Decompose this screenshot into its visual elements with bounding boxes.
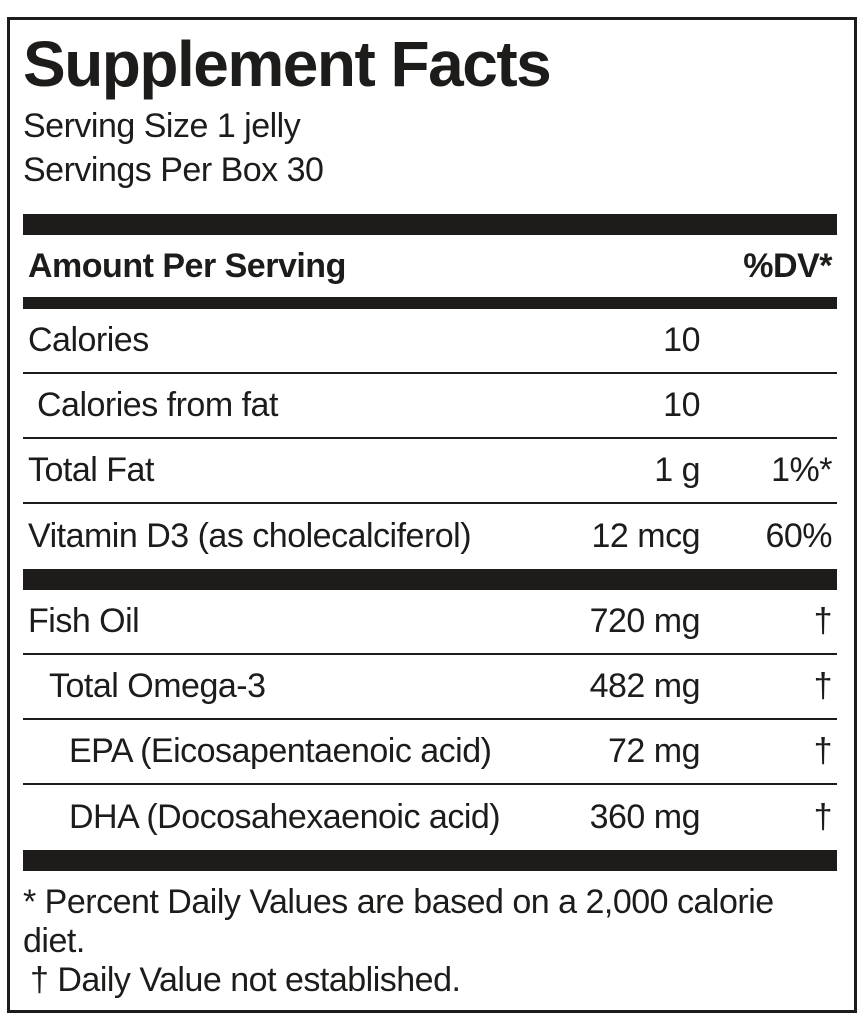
- table-row-calories: Calories 10: [23, 309, 837, 374]
- nutrient-dv: †: [813, 602, 833, 640]
- table-header-row: Amount Per Serving %DV*: [23, 235, 837, 297]
- percent-dv-footnote: * Percent Daily Values are based on a 2,…: [23, 883, 774, 960]
- table-row-total-fat: Total Fat 1 g 1%*: [23, 439, 837, 504]
- separator-bar-thick: [23, 214, 837, 235]
- nutrient-name: Calories: [28, 321, 149, 359]
- supplement-facts-panel: Supplement Facts Serving Size 1 jelly Se…: [7, 17, 857, 1013]
- nutrient-dv: 60%: [765, 517, 832, 555]
- nutrient-name: Calories from fat: [37, 386, 278, 424]
- nutrient-dv: †: [813, 798, 833, 836]
- nutrient-amount: 10: [663, 386, 700, 424]
- amount-per-serving-header: Amount Per Serving: [28, 246, 346, 285]
- percent-dv-header: %DV*: [743, 246, 832, 285]
- nutrient-amount: 10: [663, 321, 700, 359]
- nutrient-name: Vitamin D3 (as cholecalciferol): [28, 517, 472, 555]
- nutrient-amount: 360 mg: [589, 798, 701, 836]
- table-row-vitamin-d3: Vitamin D3 (as cholecalciferol) 12 mcg 6…: [23, 504, 837, 569]
- separator-bar-thick: [23, 850, 837, 871]
- nutrient-amount: 1 g: [654, 451, 700, 489]
- nutrient-name: Fish Oil: [28, 602, 140, 640]
- table-row-epa: EPA (Eicosapentaenoic acid) 72 mg †: [23, 720, 837, 785]
- table-row-total-omega-3: Total Omega-3 482 mg †: [23, 655, 837, 720]
- nutrient-dv: †: [813, 732, 833, 770]
- serving-info: Serving Size 1 jelly Servings Per Box 30: [23, 104, 837, 192]
- nutrient-dv: 1%*: [771, 451, 832, 489]
- nutrient-name: DHA (Docosahexaenoic acid): [69, 798, 501, 836]
- nutrient-dv: †: [813, 667, 833, 705]
- nutrient-amount: 12 mcg: [591, 517, 701, 555]
- nutrient-name: Total Omega-3: [49, 667, 266, 705]
- servings-per-box-text: Servings Per Box 30: [23, 151, 324, 189]
- nutrient-amount: 720 mg: [589, 602, 701, 640]
- table-row-fish-oil: Fish Oil 720 mg †: [23, 590, 837, 655]
- serving-size-text: Serving Size 1 jelly: [23, 107, 301, 145]
- nutrient-name: EPA (Eicosapentaenoic acid): [69, 732, 492, 770]
- nutrient-name: Total Fat: [28, 451, 154, 489]
- dagger-footnote: † Daily Value not established.: [30, 961, 461, 999]
- nutrient-amount: 482 mg: [589, 667, 701, 705]
- separator-bar-thick: [23, 569, 837, 590]
- page-title: Supplement Facts: [23, 28, 552, 100]
- table-row-dha: DHA (Docosahexaenoic acid) 360 mg †: [23, 785, 837, 850]
- table-row-calories-from-fat: Calories from fat 10: [23, 374, 837, 439]
- nutrient-amount: 72 mg: [608, 732, 701, 770]
- separator-bar-medium: [23, 297, 837, 309]
- footnotes: * Percent Daily Values are based on a 2,…: [23, 883, 837, 1000]
